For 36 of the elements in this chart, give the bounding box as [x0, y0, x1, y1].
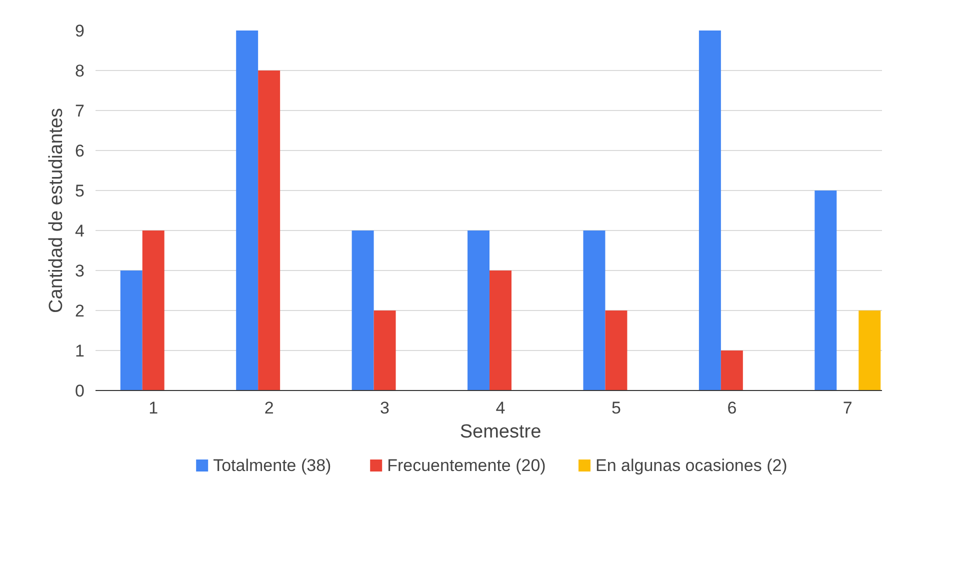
bar — [120, 270, 142, 390]
x-tick-label: 7 — [842, 398, 852, 418]
bar — [583, 230, 606, 390]
x-tick-label: 3 — [380, 398, 390, 418]
y-tick-label: 4 — [75, 222, 85, 240]
y-tick-label: 6 — [75, 142, 85, 160]
y-tick-label: 2 — [75, 302, 85, 320]
bar — [352, 230, 374, 390]
x-tick-label: 4 — [496, 398, 506, 418]
x-tick-label: 6 — [727, 398, 737, 418]
legend-label: Frecuentemente (20) — [387, 456, 546, 475]
bar — [605, 310, 628, 390]
legend-label: Totalmente (38) — [213, 456, 332, 475]
bar — [490, 270, 512, 390]
x-tick-label: 2 — [264, 398, 274, 418]
bar — [258, 70, 280, 390]
legend-label: En algunas ocasiones (2) — [596, 456, 788, 475]
y-tick-label: 7 — [75, 102, 85, 120]
y-tick-label: 0 — [75, 382, 85, 400]
bar — [142, 230, 164, 390]
bar — [468, 230, 490, 390]
y-tick-label: 8 — [75, 62, 85, 80]
x-tick-label: 5 — [611, 398, 621, 418]
y-tick-label: 3 — [75, 262, 85, 280]
bar — [236, 30, 258, 390]
bar — [858, 310, 881, 390]
y-tick-label: 1 — [75, 342, 85, 360]
y-axis-title: Cantidad de estudiantes — [46, 108, 68, 313]
bar — [720, 350, 743, 390]
bar — [374, 310, 396, 390]
bar — [814, 190, 837, 390]
y-tick-label: 5 — [75, 182, 85, 200]
bar — [698, 30, 721, 390]
x-axis-title: Semestre — [460, 422, 542, 442]
x-tick-label: 1 — [148, 398, 158, 418]
y-tick-label: 9 — [75, 22, 85, 40]
